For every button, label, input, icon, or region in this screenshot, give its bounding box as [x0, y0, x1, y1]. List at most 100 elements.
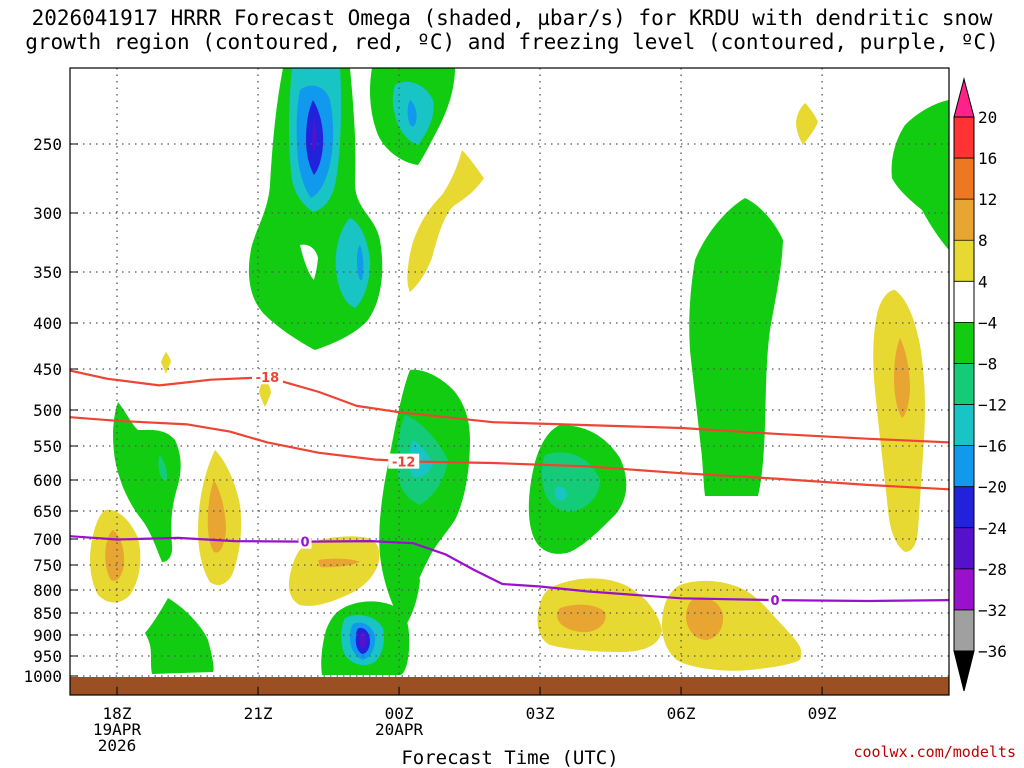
omega-region-column-center [393, 540, 420, 625]
omega-region-mid-cyan [335, 218, 371, 308]
contour-label: -18 [256, 371, 280, 386]
contour-label-bg [298, 533, 312, 549]
omega-region-upper-left-purple [312, 118, 317, 152]
x-tick-label: 21Z [244, 704, 273, 723]
colorbar-label: 16 [978, 149, 997, 168]
contour-label-bg [768, 592, 782, 608]
omega-region-down-left2-orange [207, 480, 226, 553]
colorbar-label: −36 [978, 642, 1007, 661]
y-tick-label: 600 [33, 471, 62, 490]
y-tick-label: 400 [33, 314, 62, 333]
contour-label: 0 [771, 594, 780, 609]
contour-line [70, 369, 949, 444]
omega-region-down-center [288, 536, 380, 606]
x-tick-label: 18Z [103, 704, 132, 723]
y-tick-label: 300 [33, 204, 62, 223]
chart-title-line1: 2026041917 HRRR Forecast Omega (shaded, … [31, 6, 993, 30]
colorbar-label: 8 [978, 231, 988, 250]
chart-title-line2: growth region (contoured, red, ºC) and f… [25, 30, 999, 54]
y-axis-ticks: 250 300 350 400 450 500 550 600 650 700 750 800 850 9… [23, 135, 78, 686]
colorbar-band [954, 568, 974, 610]
y-tick-label: 1000 [23, 667, 62, 686]
omega-region-down-left-orange [105, 530, 125, 581]
x-tick-year: 2026 [98, 736, 137, 755]
omega-colorbar: 20 16 12 8 4 −4 −8 −12 −16 −20 −24 −28 −32 −36 [953, 77, 1007, 692]
contour-label-bg [251, 369, 283, 385]
y-tick-label: 350 [33, 263, 62, 282]
omega-region-low-center-purple [359, 631, 367, 649]
colorbar-label: −32 [978, 601, 1007, 620]
y-tick-label: 500 [33, 401, 62, 420]
colorbar-label: −16 [978, 437, 1007, 456]
colorbar-label: −12 [978, 396, 1007, 415]
colorbar-band [954, 527, 974, 569]
omega-region-upper-center-lightblue [407, 100, 417, 127]
colorbar-band [954, 609, 974, 651]
colorbar-band [954, 199, 974, 241]
y-tick-label: 650 [33, 502, 62, 521]
y-tick-label: 950 [33, 647, 62, 666]
colorbar-band [954, 486, 974, 528]
omega-region-down-06z-orange [686, 597, 724, 640]
colorbar-band [954, 363, 974, 405]
colorbar-band [954, 281, 974, 323]
omega-region-down-small-1 [161, 352, 171, 374]
colorbar-band [954, 445, 974, 487]
colorbar-label: 12 [978, 190, 997, 209]
omega-region-lower-left [145, 598, 214, 674]
colorbar-over-arrow [953, 77, 975, 118]
x-axis-title: Forecast Time (UTC) [401, 747, 618, 768]
ground-surface [70, 677, 949, 695]
plot-area [70, 68, 949, 695]
colorbar-band [954, 240, 974, 282]
omega-region-upper-left-hole [300, 244, 318, 280]
colorbar-label: −8 [978, 354, 997, 373]
contour-labels: -18 -12 0 0 [251, 369, 782, 609]
y-tick-label: 450 [33, 360, 62, 379]
omega-region-left-column [113, 402, 181, 562]
omega-region-down-small-2 [259, 378, 271, 407]
x-tick-label: 03Z [526, 704, 555, 723]
y-tick-label: 750 [33, 556, 62, 575]
contour-label: -12 [392, 456, 416, 471]
omega-region-mid-lightblue [357, 245, 364, 281]
y-tick-label: 250 [33, 135, 62, 154]
chart-title: 2026041917 HRRR Forecast Omega (shaded, … [0, 6, 1024, 54]
colorbar-label: −20 [978, 478, 1007, 497]
contour-label: 0 [301, 536, 310, 551]
omega-region-down-03z-orange [556, 604, 606, 633]
x-tick-date: 19APR [93, 720, 142, 739]
colorbar-label: −24 [978, 519, 1007, 538]
omega-region-left-column-cyan [158, 455, 168, 481]
contour-line [70, 535, 949, 603]
colorbar-label: 20 [978, 108, 997, 127]
colorbar-label: −28 [978, 560, 1007, 579]
omega-region-down-upper-center [407, 150, 484, 292]
colorbar-label: 4 [978, 272, 988, 291]
y-tick-label: 800 [33, 581, 62, 600]
x-tick-label: 06Z [667, 704, 696, 723]
colorbar-band [954, 158, 974, 200]
omega-region-down-right-orange [894, 338, 910, 418]
colorbar-band [954, 322, 974, 364]
x-tick-date: 20APR [375, 720, 424, 739]
colorbar-under-arrow [953, 650, 975, 692]
y-tick-label: 850 [33, 604, 62, 623]
plot-frame [69, 67, 950, 696]
contour-label-bg [388, 453, 420, 469]
x-tick-label: 09Z [808, 704, 837, 723]
omega-region-03z-cyan2 [554, 486, 567, 501]
x-tick-label: 00Z [385, 704, 414, 723]
y-tick-label: 550 [33, 437, 62, 456]
omega-region-down-small-3 [796, 103, 818, 145]
colorbar-label: −4 [978, 313, 997, 332]
y-tick-label: 700 [33, 530, 62, 549]
colorbar-band [954, 117, 974, 159]
colorbar-band [954, 404, 974, 446]
omega-region-down-center-orange [318, 558, 360, 568]
y-tick-label: 900 [33, 626, 62, 645]
site-credit: coolwx.com/modelts [853, 743, 1016, 761]
grid-lines [70, 68, 949, 695]
